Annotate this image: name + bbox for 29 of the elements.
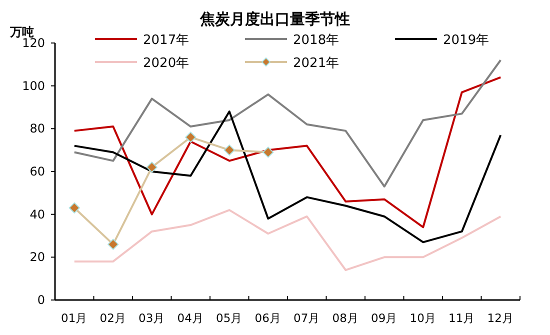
x-tick-label: 05月 xyxy=(216,311,243,325)
y-tick-label: 80 xyxy=(30,122,45,136)
x-tick-label: 11月 xyxy=(448,311,476,325)
legend-label: 2019年 xyxy=(443,33,490,48)
line-series xyxy=(73,209,502,272)
y-tick-label: 40 xyxy=(30,207,45,222)
x-tick-label: 06月 xyxy=(254,311,282,325)
y-tick-label: 0 xyxy=(37,293,45,307)
x-tick-label: 01月 xyxy=(61,311,88,325)
legend-label: 2017年 xyxy=(143,33,190,48)
y-tick-label: 20 xyxy=(30,250,45,264)
x-tick-label: 09月 xyxy=(371,311,398,325)
x-tick-label: 10月 xyxy=(410,311,436,325)
x-tick-label: 07月 xyxy=(294,311,320,325)
legend-label: 2018年 xyxy=(293,33,340,48)
y-axis-title: 万吨 xyxy=(9,25,34,39)
chart-title: 焦炭月度出口量季节性 xyxy=(199,10,350,28)
x-tick-label: 08月 xyxy=(332,311,359,325)
line-series xyxy=(73,110,502,244)
line-series xyxy=(73,76,502,228)
x-tick-label: 02月 xyxy=(100,311,126,325)
x-tick-label: 03月 xyxy=(138,311,166,325)
y-tick-label: 120 xyxy=(22,36,45,50)
x-tick-label: 12月 xyxy=(487,311,514,325)
legend-label: 2020年 xyxy=(143,56,190,71)
y-tick-label: 100 xyxy=(22,78,45,93)
x-tick-label: 04月 xyxy=(177,311,204,325)
y-tick-label: 60 xyxy=(30,164,45,178)
legend-label: 2021年 xyxy=(293,56,340,71)
